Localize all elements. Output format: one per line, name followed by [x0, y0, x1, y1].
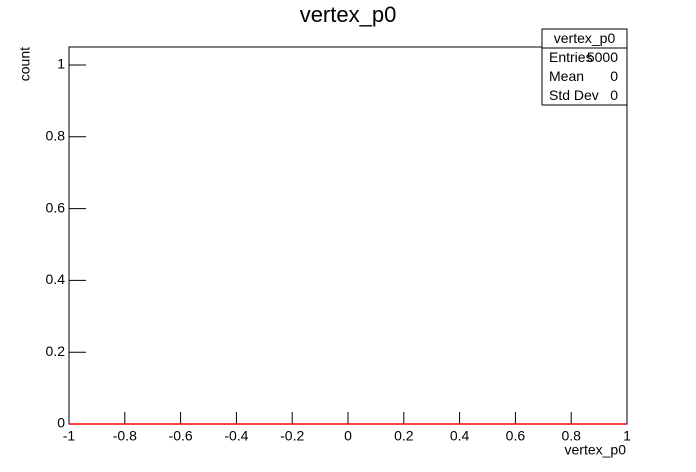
- stats-title: vertex_p0: [554, 30, 616, 46]
- x-tick-label: 0: [344, 428, 352, 444]
- y-tick-label: 0.4: [46, 271, 66, 287]
- stats-value: 0: [610, 68, 618, 84]
- y-tick-label: 0.2: [46, 343, 66, 359]
- stats-label: Mean: [549, 68, 584, 84]
- y-tick-label: 1: [57, 56, 65, 72]
- stats-value: 0: [610, 87, 618, 103]
- stats-label: Std Dev: [549, 87, 599, 103]
- x-tick-label: 0.2: [394, 428, 414, 444]
- x-tick-label: -0.6: [169, 428, 193, 444]
- y-tick-label: 0: [57, 415, 65, 431]
- x-axis-label: vertex_p0: [565, 442, 627, 458]
- stats-box: [541, 28, 628, 106]
- stats-value: 5000: [587, 49, 618, 65]
- x-tick-label: 1: [623, 428, 631, 444]
- x-tick-label: -1: [63, 428, 76, 444]
- stats-label: Entries: [549, 49, 593, 65]
- x-tick-label: -0.8: [113, 428, 137, 444]
- y-tick-label: 0.6: [46, 199, 66, 215]
- x-tick-label: 0.4: [450, 428, 470, 444]
- x-tick-label: 0.6: [506, 428, 526, 444]
- chart-title: vertex_p0: [300, 2, 397, 27]
- y-axis-label: count: [17, 47, 33, 81]
- x-tick-label: 0.8: [561, 428, 581, 444]
- y-tick-label: 0.8: [46, 127, 66, 143]
- x-tick-label: -0.4: [224, 428, 248, 444]
- x-tick-label: -0.2: [280, 428, 304, 444]
